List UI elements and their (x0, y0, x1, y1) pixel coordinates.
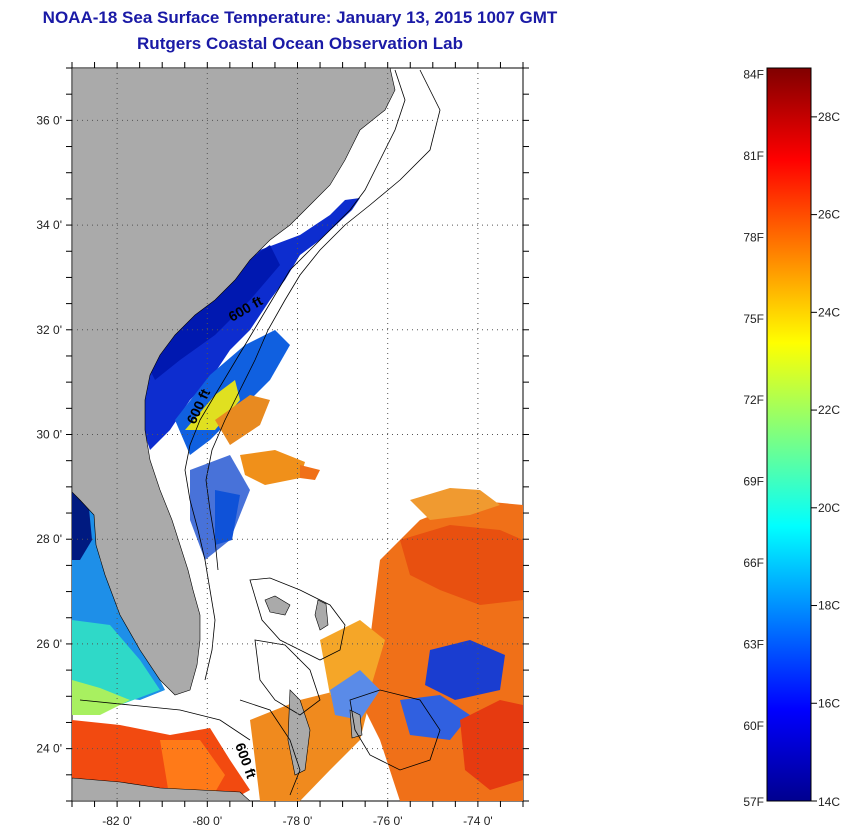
lon-tick-label: -80 0' (192, 814, 222, 828)
colorbar-c-label: 14C (818, 795, 840, 809)
lat-tick-label: 24 0' (36, 742, 62, 756)
colorbar-c-label: 24C (818, 305, 840, 319)
colorbar-f-label: 57F (743, 795, 764, 809)
colorbar-f-label: 72F (743, 393, 764, 407)
lon-tick-label: -76 0' (373, 814, 403, 828)
lat-tick-label: 28 0' (36, 532, 62, 546)
colorbar-c-label: 18C (818, 599, 840, 613)
chart-subtitle: Rutgers Coastal Ocean Observation Lab (137, 34, 463, 53)
colorbar-fahrenheit-labels: 84F 81F 78F 75F 72F 69F 66F 63F 60F 57F (743, 67, 764, 809)
lon-tick-label: -78 0' (283, 814, 313, 828)
sst-data (72, 198, 523, 801)
colorbar-c-label: 16C (818, 696, 840, 710)
colorbar-f-label: 84F (743, 67, 764, 81)
colorbar-f-label: 81F (743, 149, 764, 163)
lat-tick-label: 26 0' (36, 637, 62, 651)
colorbar-celsius-labels: 28C 26C 24C 22C 20C 18C 16C 14C (811, 110, 840, 809)
colorbar-f-label: 75F (743, 312, 764, 326)
map-axes: -82 0' -80 0' -78 0' -76 0' -74 0' 36 0' 34 0'… (36, 62, 529, 828)
colorbar-f-label: 78F (743, 230, 764, 244)
colorbar-c-label: 28C (818, 110, 840, 124)
colorbar-c-label: 26C (818, 208, 840, 222)
colorbar-f-label: 66F (743, 556, 764, 570)
graticule (72, 68, 523, 801)
lat-tick-label: 30 0' (36, 428, 62, 442)
lon-tick-label: -82 0' (102, 814, 132, 828)
colorbar-f-label: 60F (743, 719, 764, 733)
colorbar-gradient (766, 67, 812, 802)
lat-tick-label: 32 0' (36, 323, 62, 337)
isobath-contours (79, 69, 441, 796)
lat-tick-label: 36 0' (36, 113, 62, 127)
colorbar-f-label: 63F (743, 638, 764, 652)
colorbar: 84F 81F 78F 75F 72F 69F 66F 63F 60F 57F 28C 26C 24C… (743, 67, 840, 809)
colorbar-f-label: 69F (743, 475, 764, 489)
chart-title: NOAA-18 Sea Surface Temperature: January… (42, 8, 558, 27)
colorbar-c-label: 20C (818, 501, 840, 515)
colorbar-c-label: 22C (818, 403, 840, 417)
lat-tick-label: 34 0' (36, 218, 62, 232)
lon-tick-label: -74 0' (463, 814, 493, 828)
